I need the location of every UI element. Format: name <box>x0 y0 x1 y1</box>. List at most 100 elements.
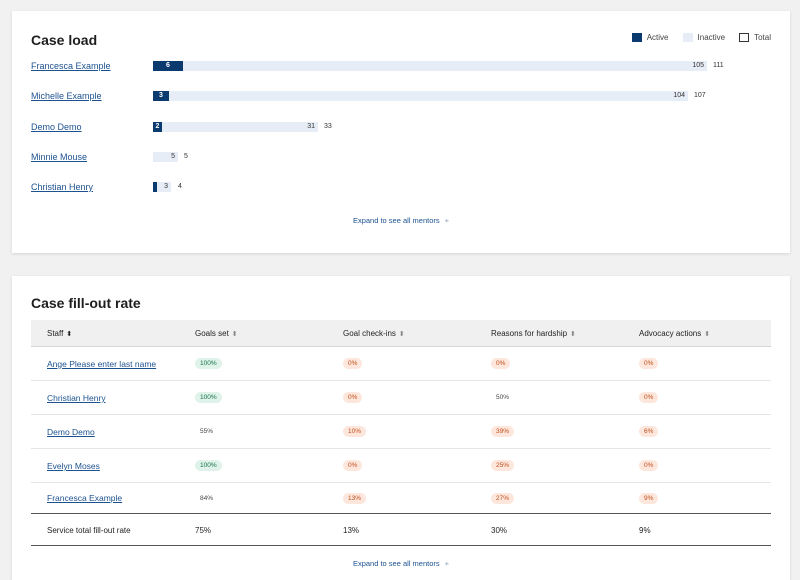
sort-icon[interactable]: ⬍ <box>66 331 73 338</box>
inactive-count: 104 <box>673 92 685 99</box>
inactive-bar <box>153 182 171 192</box>
header-reasons-for-hardship[interactable]: Reasons for hardship ⬍ <box>491 329 576 338</box>
inactive-bar <box>153 61 707 71</box>
active-count: 6 <box>166 62 170 69</box>
table-header: Staff ⬍ Goals set ⬍ Goal check-ins ⬍ Reason… <box>31 320 771 347</box>
case-load-title: Case load <box>31 32 98 48</box>
staff-link[interactable]: Francesca Example <box>47 493 123 503</box>
case-load-row: Francesca Example 6 105 111 <box>12 60 790 72</box>
inactive-count: 105 <box>692 62 704 69</box>
table-row: Francesca Example 84% 13% 27% 9% <box>31 483 771 514</box>
total-count: 107 <box>694 92 706 99</box>
staff-link[interactable]: Ange Please enter last name <box>47 359 157 369</box>
active-bar <box>153 61 183 71</box>
inactive-bar <box>153 152 178 162</box>
inactive-count: 3 <box>164 183 168 190</box>
expand-mentors-button[interactable]: Expand to see all mentors + <box>12 559 790 568</box>
sort-icon[interactable]: ⬍ <box>398 331 405 338</box>
staff-link[interactable]: Evelyn Moses <box>47 461 100 471</box>
goals-set-value: 100% <box>195 392 222 404</box>
case-load-row: Minnie Mouse 5 5 <box>12 151 790 163</box>
case-load-legend: Active Inactive Total <box>618 33 771 42</box>
goals-set-value: 100% <box>195 460 222 472</box>
mentor-link[interactable]: Christian Henry <box>31 182 94 192</box>
legend-total-swatch <box>739 33 750 42</box>
expand-mentors-button[interactable]: Expand to see all mentors + <box>12 216 790 225</box>
advocacy-value: 0% <box>639 358 659 370</box>
total-count: 4 <box>178 183 182 190</box>
header-advocacy-actions[interactable]: Advocacy actions ⬍ <box>639 329 711 338</box>
active-bar <box>153 122 162 132</box>
case-fill-out-card: Case fill-out rate Staff ⬍ Goals set ⬍ Goa… <box>12 276 790 580</box>
goals-set-value: 55% <box>200 428 214 436</box>
total-goals-set: 75% <box>195 526 212 535</box>
hardship-value: 39% <box>491 426 515 438</box>
mentor-link[interactable]: Minnie Mouse <box>31 152 88 162</box>
inactive-count: 31 <box>307 123 315 130</box>
inactive-count: 5 <box>171 153 175 160</box>
total-advocacy: 9% <box>639 526 651 535</box>
goal-check-ins-value: 0% <box>343 358 363 370</box>
staff-link[interactable]: Demo Demo <box>47 427 95 437</box>
table-row: Evelyn Moses 100% 0% 25% 0% <box>31 449 771 483</box>
legend-total-label: Total <box>754 33 771 42</box>
hardship-value: 25% <box>491 460 515 472</box>
legend-active: Active <box>631 33 669 42</box>
total-count: 111 <box>713 62 724 69</box>
expand-label: Expand to see all mentors <box>352 216 440 225</box>
sort-icon[interactable]: ⬍ <box>570 331 576 338</box>
legend-total: Total <box>739 33 771 42</box>
hardship-value: 50% <box>496 394 510 402</box>
advocacy-value: 0% <box>639 392 659 404</box>
total-row: Service total fill-out rate 75% 13% 30% … <box>31 514 771 546</box>
header-goals-set[interactable]: Goals set ⬍ <box>195 329 238 338</box>
active-count: 3 <box>159 92 163 99</box>
plus-icon: + <box>444 216 450 225</box>
total-goal-check-ins: 13% <box>343 526 360 535</box>
plus-icon: + <box>444 559 450 568</box>
advocacy-value: 0% <box>639 460 659 472</box>
goal-check-ins-value: 10% <box>343 426 367 438</box>
fill-out-table: Staff ⬍ Goals set ⬍ Goal check-ins ⬍ Reason… <box>31 320 771 546</box>
legend-active-label: Active <box>646 33 669 42</box>
inactive-bar <box>153 91 688 101</box>
table-row: Demo Demo 55% 10% 39% 6% <box>31 415 771 449</box>
legend-inactive-swatch <box>682 33 693 42</box>
legend-inactive: Inactive <box>682 33 726 42</box>
inactive-bar <box>153 122 318 132</box>
advocacy-value: 9% <box>639 493 659 505</box>
case-load-row: Demo Demo 2 31 33 <box>12 121 790 133</box>
active-bar <box>153 182 157 192</box>
case-load-card: Case load Active Inactive Total Francesc… <box>12 11 790 253</box>
expand-label: Expand to see all mentors <box>352 559 440 568</box>
active-bar <box>153 91 169 101</box>
header-staff[interactable]: Staff ⬍ <box>47 329 73 338</box>
goals-set-value: 84% <box>200 495 214 503</box>
total-count: 5 <box>184 153 188 160</box>
active-count: 2 <box>155 123 160 130</box>
case-fill-out-title: Case fill-out rate <box>31 295 141 311</box>
case-load-row: Christian Henry 3 4 <box>12 181 790 193</box>
sort-icon[interactable]: ⬍ <box>231 331 238 338</box>
header-goal-check-ins[interactable]: Goal check-ins ⬍ <box>343 329 405 338</box>
goal-check-ins-value: 0% <box>343 460 363 472</box>
case-load-row: Michelle Example 3 104 107 <box>12 90 790 102</box>
hardship-value: 0% <box>491 358 511 370</box>
legend-active-swatch <box>631 33 642 42</box>
mentor-link[interactable]: Francesca Example <box>31 61 111 71</box>
total-hardship: 30% <box>491 526 508 535</box>
total-count: 33 <box>324 123 332 130</box>
mentor-link[interactable]: Michelle Example <box>31 91 102 101</box>
sort-icon[interactable]: ⬍ <box>704 331 711 338</box>
goal-check-ins-value: 0% <box>343 392 363 404</box>
advocacy-value: 6% <box>639 426 659 438</box>
table-row: Christian Henry 100% 0% 50% 0% <box>31 381 771 415</box>
goal-check-ins-value: 13% <box>343 493 367 505</box>
legend-inactive-label: Inactive <box>697 33 726 42</box>
total-label: Service total fill-out rate <box>47 526 131 535</box>
mentor-link[interactable]: Demo Demo <box>31 122 82 132</box>
table-row: Ange Please enter last name 100% 0% 0% 0… <box>31 347 771 381</box>
goals-set-value: 100% <box>195 358 222 370</box>
hardship-value: 27% <box>491 493 515 505</box>
staff-link[interactable]: Christian Henry <box>47 393 106 403</box>
